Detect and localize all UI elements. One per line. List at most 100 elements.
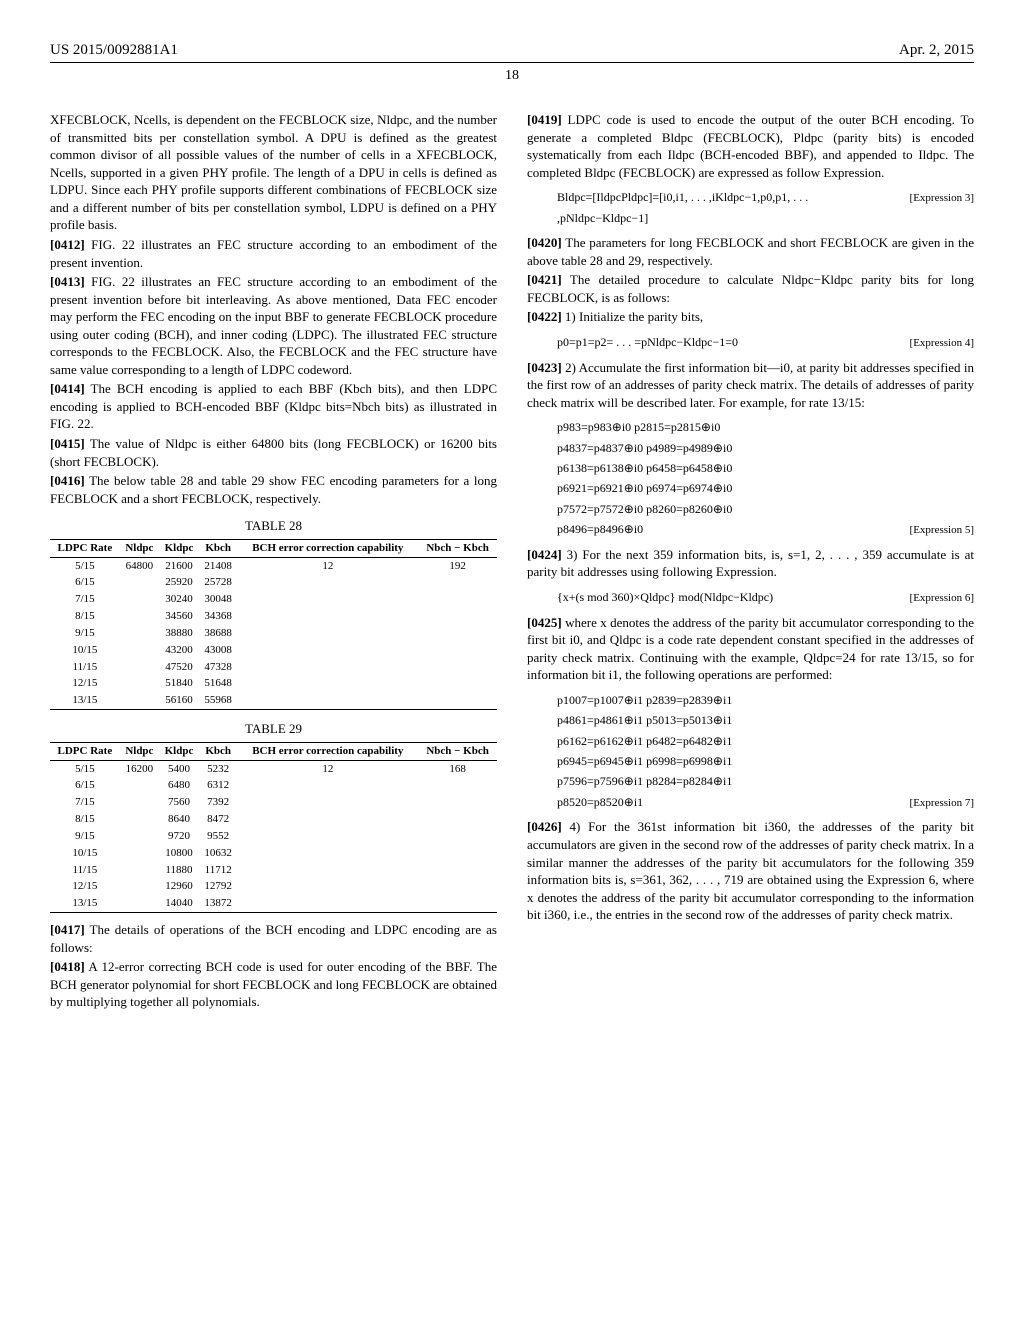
table-cell [120,828,159,845]
table-cell [237,878,418,895]
page-header: US 2015/0092881A1 Apr. 2, 2015 [50,40,974,63]
table-cell [418,642,497,659]
table-header-cell: BCH error correction capability [237,539,418,557]
para-0413: [0413] FIG. 22 illustrates an FEC struct… [50,273,497,378]
table-cell [120,642,159,659]
expr-text: Bldpc=[IldpcPldpc]=[i0,i1, . . . ,iKldpc… [557,187,900,228]
table-cell: 55968 [199,692,238,709]
table-cell [120,608,159,625]
table-cell: 34560 [159,608,199,625]
table-cell: 5/15 [50,760,120,777]
para-num: [0423] [527,360,562,375]
table-cell: 7/15 [50,794,120,811]
para-0422: [0422] 1) Initialize the parity bits, [527,308,974,326]
para-num: [0418] [50,959,85,974]
table-row: 8/15 3456034368 [50,608,497,625]
table-cell [237,845,418,862]
table-cell [237,591,418,608]
para-num: [0412] [50,237,85,252]
table-row: 10/154320043008 [50,642,497,659]
table-header-cell: Nbch − Kbch [418,539,497,557]
table-cell [418,845,497,862]
table-cell [120,659,159,676]
expr-label: [Expression 3] [910,189,974,208]
table-row: 7/1575607392 [50,794,497,811]
expr-text: {x+(s mod 360)×Qldpc} mod(Nldpc−Kldpc) [557,587,773,607]
para-0419: [0419] LDPC code is used to encode the o… [527,111,974,181]
para-text: LDPC code is used to encode the output o… [527,112,974,180]
para-text: 4) For the 361st information bit i360, t… [527,819,974,922]
para-text: 3) For the next 359 information bits, is… [527,547,974,580]
expr-text: p7596=p7596⊕i1 p8284=p8284⊕i1 [557,771,732,791]
table-cell [120,625,159,642]
table-cell [237,608,418,625]
para-num: [0414] [50,381,85,396]
table-cell: 56160 [159,692,199,709]
table-cell: 7560 [159,794,199,811]
expression-7: p1007=p1007⊕i1 p2839=p2839⊕i1p4861=p4861… [557,690,974,813]
table-cell: 11880 [159,862,199,879]
table-cell: 11712 [199,862,238,879]
expr-text: p4861=p4861⊕i1 p5013=p5013⊕i1 [557,710,732,730]
para-text: A 12-error correcting BCH code is used f… [50,959,497,1009]
expr-text: p0=p1=p2= . . . =pNldpc−Kldpc−1=0 [557,332,738,352]
table-header-cell: Nldpc [120,539,159,557]
table29: LDPC RateNldpcKldpcKbchBCH error correct… [50,742,497,913]
expr-text: p6138=p6138⊕i0 p6458=p6458⊕i0 [557,458,732,478]
table-cell: 12792 [199,878,238,895]
para-text: The below table 28 and table 29 show FEC… [50,473,497,506]
table-cell: 9720 [159,828,199,845]
table28-title: TABLE 28 [50,517,497,535]
table-cell: 25920 [159,574,199,591]
table-cell [237,794,418,811]
table-cell [418,692,497,709]
para-num: [0425] [527,615,562,630]
table-cell: 8/15 [50,608,120,625]
para-num: [0415] [50,436,85,451]
table-cell: 9/15 [50,625,120,642]
para-num: [0413] [50,274,85,289]
table-cell: 21408 [199,557,238,574]
table-cell [418,878,497,895]
table-cell [418,794,497,811]
table-cell: 9/15 [50,828,120,845]
table-cell: 64800 [120,557,159,574]
para-0418: [0418] A 12-error correcting BCH code is… [50,958,497,1011]
para-0420: [0420] The parameters for long FECBLOCK … [527,234,974,269]
table28: LDPC RateNldpcKldpcKbchBCH error correct… [50,539,497,710]
table-row: 9/153888038688 [50,625,497,642]
table-header-cell: Kbch [199,742,238,760]
table-cell: 10800 [159,845,199,862]
table-cell [418,675,497,692]
table-cell: 13/15 [50,895,120,912]
table-row: 9/1597209552 [50,828,497,845]
table-cell: 34368 [199,608,238,625]
table-cell [120,777,159,794]
left-column: XFECBLOCK, Ncells, is dependent on the F… [50,111,497,1013]
expr-label: [Expression 5] [910,521,974,540]
table-cell [237,574,418,591]
table-row: 6/15 2592025728 [50,574,497,591]
table29-header-row: LDPC RateNldpcKldpcKbchBCH error correct… [50,742,497,760]
table-cell: 10/15 [50,642,120,659]
table-cell: 168 [418,760,497,777]
table-cell: 6/15 [50,574,120,591]
table-cell [120,794,159,811]
para-text: FIG. 22 illustrates an FEC structure acc… [50,274,497,377]
para-text: The BCH encoding is applied to each BBF … [50,381,497,431]
expr-text: p4837=p4837⊕i0 p4989=p4989⊕i0 [557,438,732,458]
table-cell: 21600 [159,557,199,574]
table-cell [120,675,159,692]
expr-text: p6162=p6162⊕i1 p6482=p6482⊕i1 [557,731,732,751]
table-cell: 25728 [199,574,238,591]
para-num: [0421] [527,272,562,287]
table-cell [418,591,497,608]
expression-5: p983=p983⊕i0 p2815=p2815⊕i0p4837=p4837⊕i… [557,417,974,540]
expression-6: {x+(s mod 360)×Qldpc} mod(Nldpc−Kldpc) [… [557,587,974,608]
expr-text: p8496=p8496⊕i0 [557,519,643,539]
table29-title: TABLE 29 [50,720,497,738]
table-cell: 6312 [199,777,238,794]
table-cell: 10632 [199,845,238,862]
table-cell: 51648 [199,675,238,692]
para-text: The detailed procedure to calculate Nldp… [527,272,974,305]
